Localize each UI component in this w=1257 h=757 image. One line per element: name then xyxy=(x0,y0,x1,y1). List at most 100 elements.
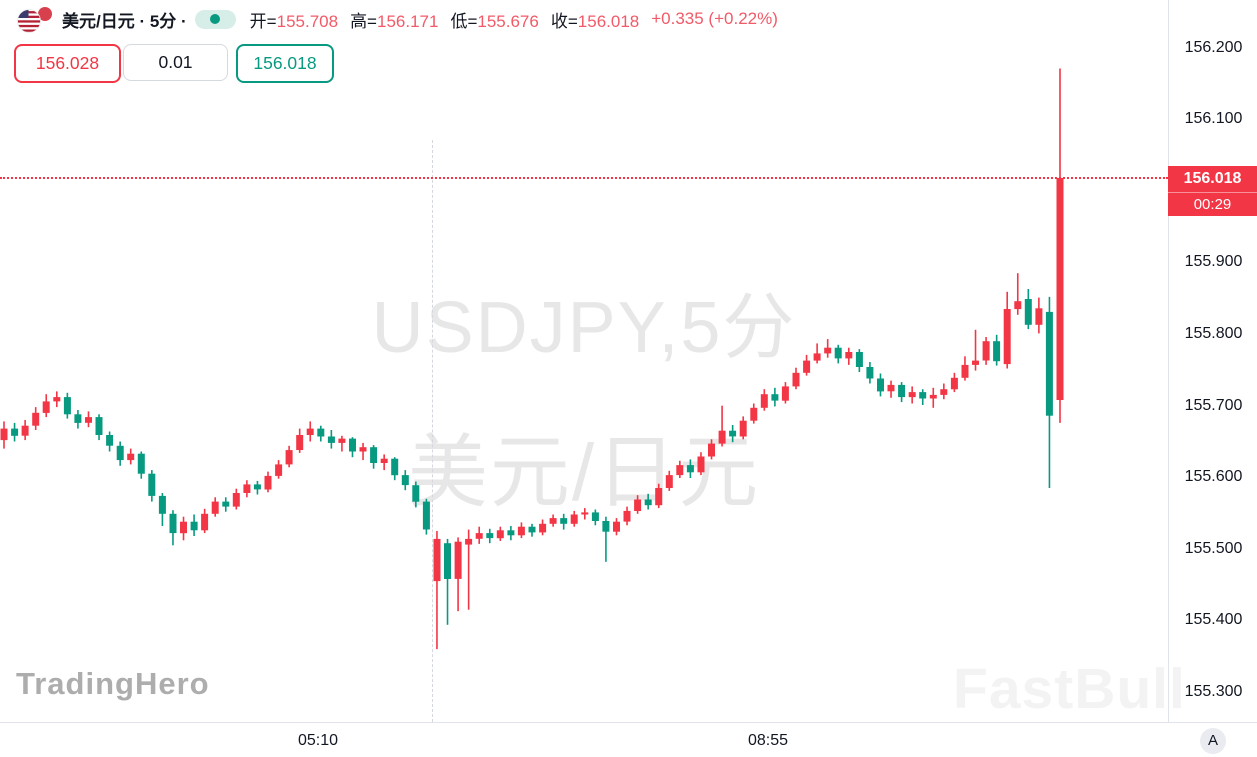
candle-body xyxy=(570,514,578,524)
candle-body xyxy=(42,401,50,413)
candle-body xyxy=(771,394,779,401)
candle-body xyxy=(222,501,230,507)
candle-body xyxy=(391,458,399,476)
price-axis-label: 155.900 xyxy=(1184,253,1243,270)
candle-body xyxy=(676,465,684,476)
candle-body xyxy=(845,352,853,359)
pair-title[interactable]: 美元/日元 · 5分 · xyxy=(62,11,187,31)
candle-body xyxy=(264,475,272,490)
candle-body xyxy=(729,430,737,437)
candle-body xyxy=(95,417,103,435)
candle-body xyxy=(401,475,409,486)
time-axis[interactable]: A 05:10 08:55 xyxy=(0,722,1257,757)
candle-body xyxy=(1035,308,1043,325)
candle-body xyxy=(1056,178,1064,400)
ohlc-change: +0.335 (+0.22%) xyxy=(651,9,778,28)
candle-body xyxy=(433,538,441,582)
candle-body xyxy=(190,521,198,531)
candle-body xyxy=(993,341,1001,362)
candlestick-canvas[interactable] xyxy=(0,0,1168,722)
badge-price: 156.018 xyxy=(1183,170,1242,187)
time-axis-label: 08:55 xyxy=(748,732,789,749)
candle-body xyxy=(306,428,314,435)
candle-body xyxy=(32,412,40,426)
candle-body xyxy=(824,347,832,354)
candle-body xyxy=(1003,309,1011,365)
candle-body xyxy=(74,414,82,423)
candle-body xyxy=(877,378,884,392)
candle-body xyxy=(21,425,29,436)
candle-body xyxy=(169,513,177,534)
candle-body xyxy=(454,541,462,579)
candle-body xyxy=(919,392,927,399)
candle-body xyxy=(201,513,209,531)
candle-body xyxy=(982,341,990,361)
candle-body xyxy=(148,473,156,496)
candle-body xyxy=(834,347,842,359)
candle-body xyxy=(53,397,61,402)
buy-price-button[interactable]: 156.018 xyxy=(236,44,334,83)
price-axis-label: 155.700 xyxy=(1184,397,1243,414)
candle-body xyxy=(63,397,71,415)
candle-body xyxy=(296,435,304,450)
fastbull-watermark: FastBull xyxy=(953,657,1186,721)
candle-body xyxy=(750,407,758,421)
candle-body xyxy=(232,493,240,507)
candle-body xyxy=(781,386,789,401)
candle-body xyxy=(1045,311,1053,416)
ohlc-item: 开=155.708 xyxy=(249,11,339,31)
candle-body xyxy=(581,512,589,515)
candle-body xyxy=(285,450,293,465)
candle-body xyxy=(0,428,8,441)
candle-body xyxy=(275,464,283,476)
candle-body xyxy=(116,445,124,461)
candle-body xyxy=(253,484,261,490)
candle-body xyxy=(686,465,694,473)
session-break-line xyxy=(432,140,433,722)
sell-price-button[interactable]: 156.028 xyxy=(14,44,121,83)
candle-body xyxy=(380,458,388,463)
price-axis[interactable]: 156.200 156.100 155.900 155.800 155.700 155.6… xyxy=(1168,0,1257,722)
candle-body xyxy=(158,495,166,514)
candle-body xyxy=(180,521,187,534)
candle-body xyxy=(549,518,557,524)
candle-body xyxy=(412,485,420,502)
candle-body xyxy=(560,518,568,524)
last-price-dotted-line xyxy=(0,177,1168,179)
candle-body xyxy=(739,420,747,437)
price-axis-label: 155.400 xyxy=(1184,611,1243,628)
market-status-dot-icon xyxy=(210,14,221,24)
candle-body xyxy=(1024,299,1032,325)
candle-body xyxy=(655,488,663,506)
candle-body xyxy=(243,484,251,493)
candle-body xyxy=(898,384,906,398)
ohlc-item: 高=156.171 xyxy=(350,11,439,31)
candle-body xyxy=(444,543,451,579)
candle-body xyxy=(708,443,715,457)
usdjpy-pair-flag-icon xyxy=(17,6,52,33)
ohlc-legend: 开=155.708 高=156.171 低=155.676 收=156.018 +0.3… xyxy=(250,7,778,32)
legend-row: 美元/日元 · 5分 · 开=155.708 高=156.171 低=155.676… xyxy=(14,5,778,33)
candle-body xyxy=(623,510,631,522)
price-axis-label: 155.800 xyxy=(1184,325,1243,342)
market-status-pill[interactable] xyxy=(194,9,236,29)
candle-body xyxy=(211,501,219,514)
spread-value[interactable]: 0.01 xyxy=(123,44,228,81)
time-axis-label: 05:10 xyxy=(298,732,339,749)
price-axis-label: 155.500 xyxy=(1184,540,1243,557)
adjust-text-size-button[interactable]: A xyxy=(1200,728,1226,754)
price-axis-label: 156.100 xyxy=(1184,110,1243,127)
ohlc-item: 收=156.018 xyxy=(550,11,640,31)
candle-body xyxy=(866,367,874,379)
candle-body xyxy=(961,364,969,378)
price-axis-label: 155.600 xyxy=(1184,468,1243,485)
price-axis-label: 155.300 xyxy=(1184,683,1243,700)
candle-body xyxy=(317,428,325,437)
candle-body xyxy=(85,417,92,423)
candle-body xyxy=(507,530,515,536)
candle-body xyxy=(855,352,863,367)
badge-countdown: 00:29 xyxy=(1168,192,1257,216)
candle-body xyxy=(475,533,483,539)
candle-body xyxy=(792,372,800,387)
